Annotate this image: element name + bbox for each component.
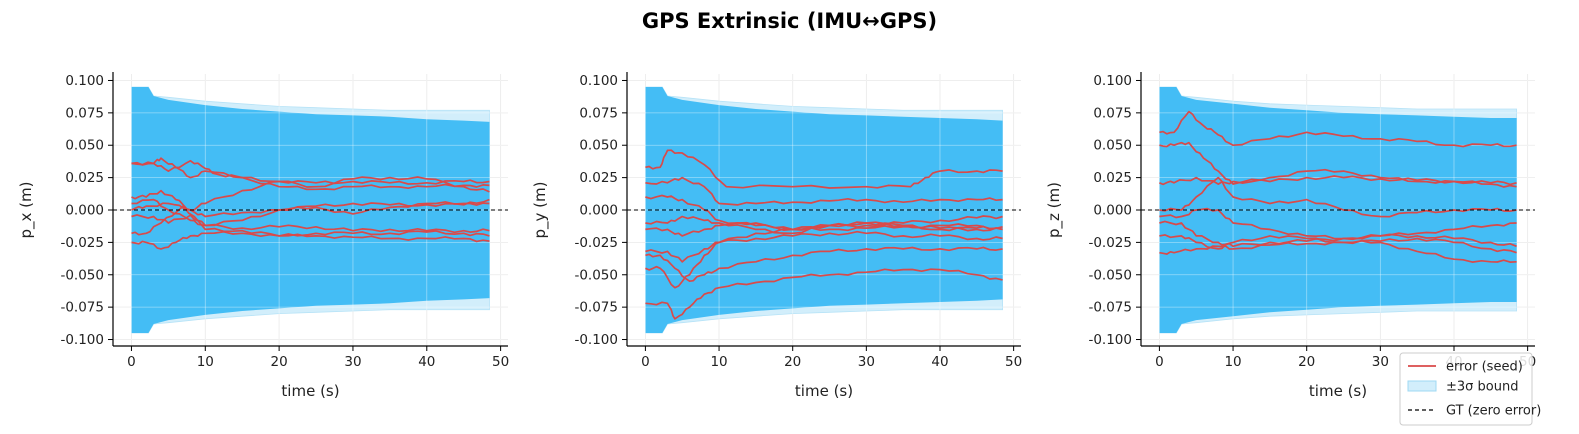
x-tick-label: 20	[271, 354, 288, 370]
y-tick-label: 0.050	[1093, 138, 1132, 154]
x-tick-label: 0	[127, 354, 136, 370]
subplot-p-y: 0 10 20 30 40 50 0.100 0.075 0.050 0.025 0.000 -0.0…	[531, 72, 1022, 400]
error-series-6	[131, 214, 490, 234]
x-axis-label: time (s)	[795, 382, 853, 400]
error-series-3	[1159, 175, 1517, 186]
y-tick-label: -0.050	[574, 267, 618, 283]
y-tick-label: -0.100	[60, 332, 104, 348]
y-tick-label: -0.075	[574, 300, 618, 316]
y-tick-label: 0.100	[65, 73, 104, 89]
y-tick-label: 0.000	[1093, 203, 1132, 219]
x-tick-label: 0	[641, 354, 650, 370]
y-tick-label: -0.050	[60, 267, 104, 283]
y-tick-label: 0.075	[1093, 105, 1132, 121]
y-axis-label: p_y (m)	[531, 182, 550, 239]
y-tick-label: 0.000	[65, 203, 104, 219]
y-tick-label: 0.050	[579, 138, 618, 154]
y-tick-label: -0.025	[1088, 235, 1132, 251]
y-tick-label: 0.025	[65, 170, 104, 186]
y-tick-label: 0.050	[65, 138, 104, 154]
error-series-7	[1159, 234, 1517, 254]
x-tick-label: 30	[344, 354, 361, 370]
error-series-4	[1159, 176, 1517, 218]
x-axis-label: time (s)	[1309, 382, 1367, 400]
x-tick-label: 10	[197, 354, 214, 370]
y-tick-label: -0.075	[60, 300, 104, 316]
error-series-5	[1159, 207, 1517, 240]
x-tick-label: 10	[1224, 354, 1241, 370]
y-tick-label: 0.100	[579, 73, 618, 89]
error-series-1	[645, 149, 1003, 189]
x-tick-label: 40	[418, 354, 435, 370]
error-series-8	[645, 268, 1003, 320]
legend-label-bound: ±3σ bound	[1446, 380, 1518, 395]
x-tick-label: 40	[931, 354, 948, 370]
y-tick-label: -0.025	[60, 235, 104, 251]
error-series-1	[131, 159, 490, 185]
y-axis-label: p_z (m)	[1045, 182, 1064, 238]
x-tick-label: 20	[1298, 354, 1315, 370]
subplot-p-x: 0 10 20 30 40 50 0.100 0.075 0.050 0.025 0.000 -0.0…	[17, 72, 509, 400]
error-series-2	[645, 176, 1003, 206]
x-tick-label: 30	[858, 354, 875, 370]
legend-label-error: error (seed)	[1446, 360, 1523, 375]
x-tick-label: 20	[784, 354, 801, 370]
figure-title: GPS Extrinsic (IMU↔GPS)	[641, 9, 938, 33]
x-tick-label: 10	[710, 354, 727, 370]
y-tick-label: -0.075	[1088, 300, 1132, 316]
x-axis-label: time (s)	[281, 382, 339, 400]
legend-label-gt: GT (zero error)	[1446, 404, 1541, 419]
error-series-5	[131, 201, 490, 218]
error-series-1	[1159, 110, 1517, 148]
error-series-8	[131, 230, 490, 250]
y-tick-label: -0.025	[574, 235, 618, 251]
error-series-2	[1159, 141, 1517, 188]
error-series-4	[645, 215, 1003, 235]
error-series-9	[645, 221, 1003, 289]
subplot-p-z: 010203040500.1000.0750.0500.0250.000-0.0…	[1045, 72, 1536, 400]
y-tick-label: -0.050	[1088, 267, 1132, 283]
y-tick-label: 0.075	[579, 105, 618, 121]
y-tick-label: 0.100	[1093, 73, 1132, 89]
y-axis-label: p_x (m)	[17, 182, 36, 239]
error-series-2	[131, 157, 490, 191]
error-series-8	[1159, 239, 1517, 263]
error-series-3	[131, 176, 490, 211]
x-tick-label: 50	[1005, 354, 1022, 370]
error-series-6	[645, 230, 1003, 263]
y-tick-label: 0.075	[65, 105, 104, 121]
x-tick-label: 50	[492, 354, 509, 370]
error-series-6	[1159, 220, 1517, 248]
error-series-7	[645, 246, 1003, 283]
legend: error (seed) ±3σ bound GT (zero error)	[1399, 352, 1541, 426]
legend-frame	[1399, 352, 1533, 426]
y-tick-label: -0.100	[574, 332, 618, 348]
y-tick-label: 0.000	[579, 203, 618, 219]
y-tick-label: -0.100	[1088, 332, 1132, 348]
y-tick-label: 0.025	[1093, 170, 1132, 186]
x-tick-label: 0	[1155, 354, 1164, 370]
legend-swatch-bound	[1407, 380, 1437, 392]
x-tick-label: 30	[1372, 354, 1389, 370]
y-tick-label: 0.025	[579, 170, 618, 186]
